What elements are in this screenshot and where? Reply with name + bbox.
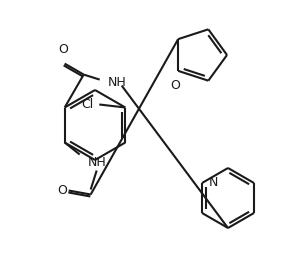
Text: O: O [57,184,67,197]
Text: O: O [170,79,180,92]
Text: O: O [59,43,69,56]
Text: Cl: Cl [81,98,93,111]
Text: NH: NH [108,76,127,89]
Text: N: N [209,177,218,190]
Text: NH: NH [88,156,106,169]
